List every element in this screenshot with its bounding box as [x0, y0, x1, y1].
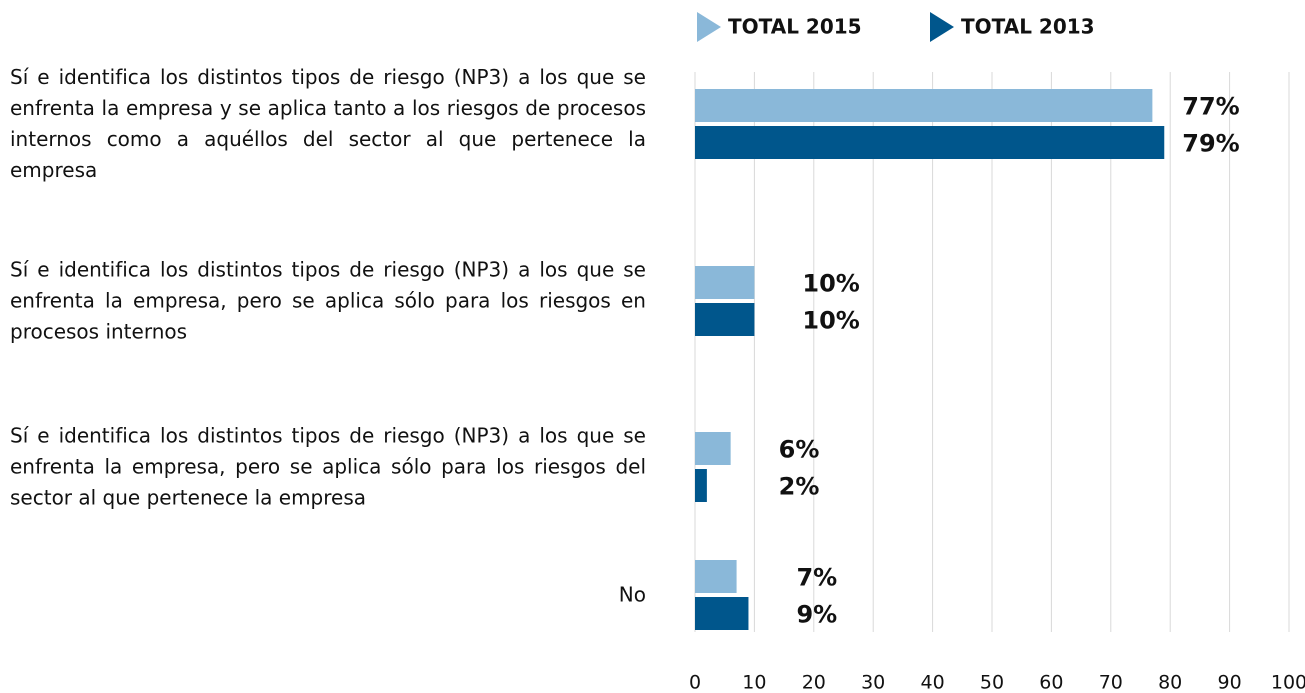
x-tick-label: 50 [980, 672, 1004, 693]
bar [695, 266, 755, 299]
value-label: 77% [1182, 93, 1239, 121]
value-label: 79% [1182, 130, 1239, 158]
legend-marker [930, 12, 954, 42]
bar [695, 126, 1165, 159]
bar [695, 303, 755, 336]
legend-label: TOTAL 2015 [728, 15, 862, 39]
value-label: 10% [802, 270, 859, 298]
category-label: Sí e identifica los distintos tipos de r… [10, 423, 646, 510]
value-label: 6% [779, 436, 820, 464]
x-tick-label: 80 [1158, 672, 1182, 693]
x-tick-label: 30 [861, 672, 885, 693]
value-label: 10% [802, 307, 859, 335]
value-label: 7% [796, 564, 837, 592]
category-label: No [618, 582, 646, 607]
legend-label: TOTAL 2013 [961, 15, 1095, 39]
bar [695, 89, 1153, 122]
bar [695, 469, 707, 502]
value-label: 9% [796, 601, 837, 629]
bar [695, 432, 731, 465]
x-tick-label: 0 [689, 672, 701, 693]
category-label: Sí e identifica los distintos tipos de r… [10, 65, 646, 182]
x-tick-label: 10 [742, 672, 766, 693]
x-tick-label: 40 [921, 672, 945, 693]
value-label: 2% [779, 473, 820, 501]
x-tick-label: 70 [1099, 672, 1123, 693]
legend-marker [697, 12, 721, 42]
x-tick-label: 100 [1271, 672, 1305, 693]
category-label: Sí e identifica los distintos tipos de r… [10, 257, 646, 344]
x-tick-label: 60 [1039, 672, 1063, 693]
bar [695, 560, 737, 593]
x-tick-label: 90 [1218, 672, 1242, 693]
bar [695, 597, 749, 630]
x-tick-label: 20 [802, 672, 826, 693]
